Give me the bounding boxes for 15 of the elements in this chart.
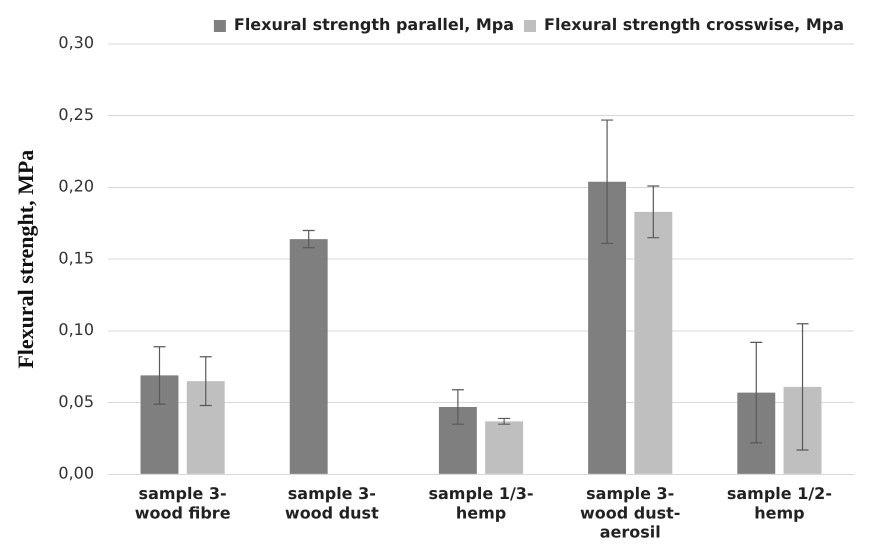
y-tick-label: 0,05 <box>58 392 94 411</box>
x-tick-label: sample 3-wood dust <box>284 484 380 522</box>
y-tick-label: 0,10 <box>58 320 94 340</box>
legend-label: Flexural strength parallel, Mpa <box>234 15 514 34</box>
y-tick-label: 0,30 <box>58 33 94 52</box>
y-axis-title: Flexural strenght, MPa <box>12 150 38 369</box>
y-tick-label: 0,00 <box>58 464 94 483</box>
x-tick-label: sample 1/3-hemp <box>428 484 534 522</box>
x-tick-label: sample 3-wood dust-aerosil <box>580 484 680 542</box>
y-tick-label: 0,25 <box>58 104 94 124</box>
legend-label: Flexural strength crosswise, Mpa <box>544 15 844 34</box>
y-tick-label: 0,15 <box>58 248 94 268</box>
x-tick-label: sample 1/2-hemp <box>726 484 832 522</box>
x-tick-label: sample 3-wood fibre <box>134 484 231 522</box>
y-tick-label: 0,20 <box>58 176 94 196</box>
